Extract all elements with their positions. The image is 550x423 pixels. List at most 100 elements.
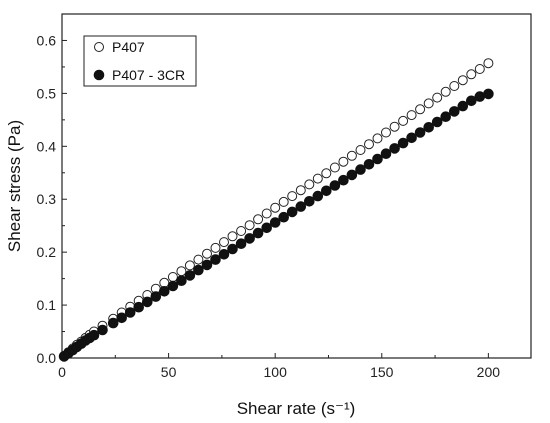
data-point-filled	[457, 100, 469, 112]
y-tick-label: 0.1	[37, 297, 57, 313]
data-point-filled	[88, 329, 100, 341]
data-point-open	[355, 145, 366, 155]
data-point-open	[295, 185, 306, 196]
data-point-open	[449, 81, 460, 91]
data-point-filled	[304, 196, 315, 207]
data-point-open	[159, 277, 170, 288]
data-point-filled	[406, 132, 417, 144]
data-point-filled	[423, 122, 435, 133]
data-point-filled	[252, 227, 264, 239]
data-point-filled	[355, 164, 366, 175]
x-tick-label: 150	[370, 364, 394, 380]
data-point-open	[227, 231, 238, 242]
data-point-open	[474, 64, 485, 74]
data-point-filled	[97, 324, 108, 336]
data-point-filled	[193, 264, 204, 276]
series-1	[59, 58, 494, 361]
data-point-filled	[184, 270, 196, 281]
x-axis: 0 50 100 150 200	[58, 353, 500, 380]
data-point-open	[457, 75, 468, 86]
data-point-filled	[278, 211, 290, 223]
data-point-filled	[312, 190, 324, 202]
y-axis-title: Shear stress (Pa)	[5, 120, 24, 252]
data-point-filled	[431, 116, 443, 128]
data-point-open	[466, 69, 477, 80]
data-point-open	[236, 226, 247, 236]
data-point-filled	[397, 137, 409, 149]
data-point-filled	[346, 169, 358, 181]
data-point-open	[193, 254, 204, 265]
data-point-filled	[295, 201, 307, 212]
x-tick-label: 50	[161, 364, 177, 380]
data-point-filled	[167, 280, 179, 292]
data-point-filled	[227, 243, 238, 255]
y-tick-label: 0.5	[37, 85, 57, 101]
data-point-filled	[363, 159, 375, 170]
legend-label-p407: P407	[112, 39, 145, 55]
data-point-filled	[269, 217, 281, 228]
data-point-open	[202, 248, 212, 259]
data-point-filled	[449, 106, 460, 117]
legend-marker-p407	[94, 42, 104, 52]
data-point-open	[278, 196, 289, 207]
data-point-open	[415, 104, 426, 115]
data-point-open	[184, 260, 195, 271]
y-tick-label: 0.2	[37, 244, 57, 260]
data-point-open	[372, 133, 383, 144]
data-point-filled	[389, 143, 400, 154]
data-point-open	[261, 208, 272, 219]
data-point-open	[253, 214, 264, 225]
x-tick-label: 200	[477, 364, 501, 380]
data-point-filled	[483, 88, 494, 100]
data-point-open	[219, 237, 229, 248]
data-point-filled	[338, 174, 349, 186]
data-point-open	[423, 98, 434, 109]
data-point-open	[432, 92, 443, 103]
data-point-open	[398, 115, 409, 126]
data-point-filled	[372, 153, 383, 165]
y-tick-label: 0.4	[37, 138, 57, 154]
data-point-open	[364, 139, 374, 150]
y-tick-label: 0.0	[37, 350, 57, 366]
data-point-filled	[235, 238, 247, 249]
data-point-filled	[321, 185, 332, 197]
data-point-filled	[414, 127, 426, 138]
y-axis: 0.0 0.1 0.2 0.3 0.4 0.5 0.6	[37, 32, 67, 366]
data-point-filled	[218, 249, 230, 260]
x-axis-title: Shear rate (s⁻¹)	[237, 399, 356, 418]
data-point-filled	[133, 301, 144, 313]
data-point-open	[440, 86, 451, 97]
data-point-open	[346, 150, 357, 161]
data-point-open	[244, 220, 255, 231]
series-2	[58, 88, 494, 362]
data-point-open	[176, 266, 187, 277]
data-point-open	[483, 58, 494, 69]
plot-frame	[61, 13, 532, 359]
data-point-filled	[440, 111, 452, 122]
x-tick-label: 0	[58, 364, 66, 380]
data-point-open	[287, 191, 298, 202]
data-point-filled	[116, 312, 127, 324]
data-point-open	[167, 272, 178, 282]
data-point-open	[381, 127, 391, 138]
data-point-open	[210, 242, 221, 253]
data-point-filled	[261, 222, 273, 234]
data-series	[58, 58, 494, 362]
data-point-filled	[329, 180, 341, 191]
legend-label-p407-3cr: P407 - 3CR	[112, 67, 185, 83]
legend: P407 P407 - 3CR	[83, 35, 197, 87]
y-tick-label: 0.3	[37, 191, 57, 207]
data-point-filled	[210, 254, 221, 265]
data-point-open	[270, 202, 281, 213]
data-point-filled	[466, 95, 477, 107]
data-point-open	[312, 173, 323, 184]
data-point-filled	[380, 148, 392, 159]
data-point-open	[321, 168, 332, 179]
data-point-filled	[159, 286, 170, 297]
x-tick-label: 100	[264, 364, 288, 380]
data-point-open	[406, 110, 417, 121]
legend-marker-p407-3cr	[93, 69, 105, 81]
data-point-filled	[201, 259, 213, 271]
data-point-filled	[244, 233, 255, 244]
